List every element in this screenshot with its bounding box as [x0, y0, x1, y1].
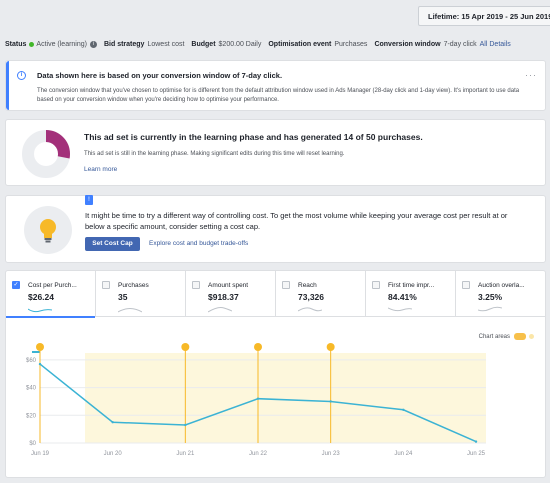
metric-value: 3.25%: [478, 292, 503, 302]
checkbox-icon[interactable]: [102, 281, 110, 289]
data-point: [329, 400, 332, 403]
bid-strategy-value: Lowest cost: [147, 40, 185, 48]
lightbulb-icon: [24, 206, 72, 254]
explore-tradeoffs-link[interactable]: Explore cost and budget trade-offs: [149, 240, 249, 247]
status-label: Status: [5, 40, 27, 48]
metrics-panel: ✓ Cost per Purch... $26.24 Purchases 35 …: [5, 270, 546, 478]
sparkline-icon: [298, 307, 322, 312]
chart-area-swatch-icon: [529, 334, 534, 339]
sparkline-icon: [208, 307, 232, 313]
notice-title: Data shown here is based on your convers…: [37, 71, 283, 80]
notice-accent-bar: [6, 61, 9, 110]
data-point: [256, 397, 260, 400]
sparkline-icon: [478, 306, 502, 312]
x-tick-label: Jun 19: [31, 451, 50, 457]
series-legend-swatch: [32, 351, 40, 353]
data-point: [111, 421, 114, 424]
y-tick-label: $0: [29, 441, 36, 447]
optimisation-event-label: Optimisation event: [268, 40, 332, 48]
x-tick-label: Jun 21: [176, 451, 195, 457]
learning-progress-donut: [22, 130, 70, 178]
metric-tab-auction-overlap[interactable]: Auction overla... 3.25%: [456, 271, 545, 317]
toggle-switch-icon[interactable]: [514, 333, 526, 340]
conversion-window-value: 7-day click: [443, 40, 477, 48]
metric-name: Cost per Purch...: [28, 282, 77, 289]
tip-badge-icon: !: [85, 195, 93, 205]
metric-name: Auction overla...: [478, 282, 525, 289]
metric-value: $26.24: [28, 292, 54, 302]
checkbox-icon[interactable]: [372, 281, 380, 289]
cost-cap-suggestion-card: ! It might be time to try a different wa…: [5, 195, 546, 263]
status-value: Active (learning): [36, 40, 87, 48]
chart-areas-toggle[interactable]: Chart areas: [479, 333, 534, 340]
metric-tabs: ✓ Cost per Purch... $26.24 Purchases 35 …: [6, 271, 545, 318]
y-tick-label: $20: [26, 413, 37, 419]
active-tab-underline: [6, 316, 95, 318]
x-tick-label: Jun 25: [467, 451, 486, 457]
data-point: [474, 440, 478, 443]
x-tick-label: Jun 22: [249, 451, 268, 457]
learn-more-link[interactable]: Learn more: [84, 166, 118, 173]
metric-value: $918.37: [208, 292, 239, 302]
checkbox-icon[interactable]: [462, 281, 470, 289]
metric-tab-first-time-impressions[interactable]: First time impr... 84.41%: [366, 271, 456, 317]
set-cost-cap-button[interactable]: Set Cost Cap: [85, 237, 140, 251]
info-icon: i: [17, 71, 26, 80]
bid-strategy-label: Bid strategy: [103, 40, 145, 48]
warning-icon: [36, 343, 44, 351]
optimisation-event-value: Purchases: [334, 40, 368, 48]
learning-phase-card: This ad set is currently in the learning…: [5, 119, 546, 186]
metric-tab-cost-per-purchase[interactable]: ✓ Cost per Purch... $26.24: [6, 271, 96, 318]
metric-name: First time impr...: [388, 282, 435, 289]
sparkline-icon: [388, 307, 412, 312]
budget-value: $200.00 Daily: [218, 40, 262, 48]
notice-body: The conversion window that you've chosen…: [37, 88, 520, 103]
more-options-icon[interactable]: ···: [525, 70, 537, 80]
active-status-dot-icon: [29, 41, 35, 47]
checkbox-icon[interactable]: [282, 281, 290, 289]
metric-tab-reach[interactable]: Reach 73,326: [276, 271, 366, 317]
x-tick-label: Jun 23: [322, 451, 341, 457]
chart-areas-label: Chart areas: [478, 333, 510, 340]
sparkline-icon: [118, 308, 142, 313]
sparkline-icon: [28, 308, 52, 313]
checkbox-checked-icon[interactable]: ✓: [12, 281, 20, 289]
metric-value: 84.41%: [388, 292, 417, 302]
edit-icon: [181, 343, 190, 351]
x-tick-label: Jun 20: [104, 451, 123, 457]
edit-icon: [254, 343, 262, 351]
all-details-link[interactable]: All Details: [479, 40, 511, 48]
conversion-window-label: Conversion window: [374, 40, 441, 48]
conversion-window-notice: i Data shown here is based on your conve…: [5, 60, 546, 111]
y-tick-label: $40: [26, 386, 37, 392]
top-bar: Lifetime: 15 Apr 2019 - 25 Jun 2019: [0, 0, 550, 34]
budget-label: Budget: [191, 40, 216, 48]
learning-phase-description: This ad set is still in the learning pha…: [84, 151, 345, 157]
donut-progress-arc: [22, 130, 70, 178]
metric-tab-purchases[interactable]: Purchases 35: [96, 271, 186, 317]
metric-name: Purchases: [118, 282, 149, 289]
checkbox-icon[interactable]: [192, 281, 200, 289]
metric-value: 35: [118, 292, 128, 302]
y-tick-label: $60: [26, 358, 37, 364]
metric-name: Reach: [298, 282, 317, 289]
chart-highlight-area: [85, 353, 486, 443]
metric-name: Amount spent: [208, 282, 249, 289]
data-point: [38, 362, 42, 366]
metric-tab-amount-spent[interactable]: Amount spent $918.37: [186, 271, 276, 317]
edit-icon: [326, 343, 335, 351]
info-icon[interactable]: i: [89, 40, 97, 48]
cost-per-purchase-chart: $60 $40 $20 $0 Jun 19 Jun 20 Jun 21 Jun 22 Jun 2…: [26, 343, 486, 457]
data-point: [402, 408, 405, 411]
cost-cap-suggestion-text: It might be time to try a different way …: [85, 211, 508, 231]
x-tick-label: Jun 24: [394, 451, 413, 457]
status-bar: Status Active (learning) i Bid strategy …: [0, 36, 550, 52]
metric-value: 73,326: [298, 292, 324, 302]
learning-phase-title: This ad set is currently in the learning…: [84, 132, 423, 142]
data-point: [184, 423, 187, 427]
date-range-selector[interactable]: Lifetime: 15 Apr 2019 - 25 Jun 2019: [418, 6, 550, 26]
